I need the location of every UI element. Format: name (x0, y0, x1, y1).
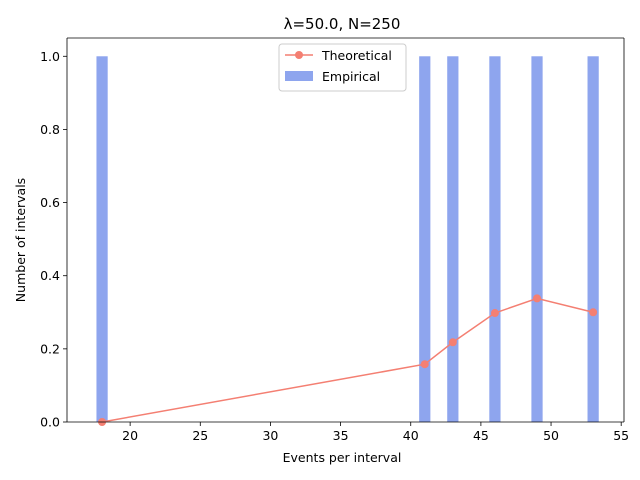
x-tick-label-25: 25 (192, 428, 208, 443)
legend-theoretical-label: Theoretical (321, 48, 392, 63)
y-tick-label-0: 0.0 (40, 415, 60, 430)
empirical-bars (96, 56, 599, 423)
bar-empirical-43 (447, 56, 459, 423)
y-axis-title: Number of intervals (13, 178, 28, 302)
theoretical-line (98, 294, 598, 426)
y-tick-label-0.8: 0.8 (40, 122, 60, 137)
x-axis-title: Events per interval (283, 450, 402, 465)
bar-empirical-49 (531, 56, 543, 423)
x-tick-label-40: 40 (403, 428, 419, 443)
legend-empirical-label: Empirical (322, 69, 380, 84)
bar-empirical-46 (489, 56, 501, 423)
bar-empirical-41 (419, 56, 431, 423)
theoretical-series-line (101, 297, 594, 423)
x-tick-label-55: 55 (613, 428, 629, 443)
legend-theoretical-marker (295, 51, 303, 59)
axis-ticks: 20 25 30 35 40 45 50 55 0.0 0.2 0.4 0.6 0.8 1.0 (40, 49, 629, 443)
theoretical-point-43 (448, 338, 457, 347)
bar-empirical-18 (96, 56, 108, 423)
x-tick-label-35: 35 (333, 428, 349, 443)
plot-axes (66, 37, 625, 423)
x-tick-label-50: 50 (543, 428, 559, 443)
x-tick-label-45: 45 (473, 428, 489, 443)
theoretical-point-46 (490, 309, 499, 318)
legend-empirical-swatch (285, 71, 313, 81)
x-tick-label-30: 30 (262, 428, 278, 443)
y-tick-label-0.4: 0.4 (40, 268, 60, 283)
bar-empirical-53 (587, 56, 599, 423)
y-tick-label-0.2: 0.2 (40, 341, 60, 356)
x-tick-label-20: 20 (122, 428, 138, 443)
theoretical-point-53 (589, 308, 598, 317)
theoretical-point-49 (533, 294, 542, 303)
chart-title: λ=50.0, N=250 (284, 15, 401, 33)
legend: Theoretical Empirical (278, 43, 407, 92)
y-tick-label-1: 1.0 (40, 49, 60, 64)
theoretical-point-41 (420, 360, 429, 369)
y-tick-label-0.6: 0.6 (40, 195, 60, 210)
